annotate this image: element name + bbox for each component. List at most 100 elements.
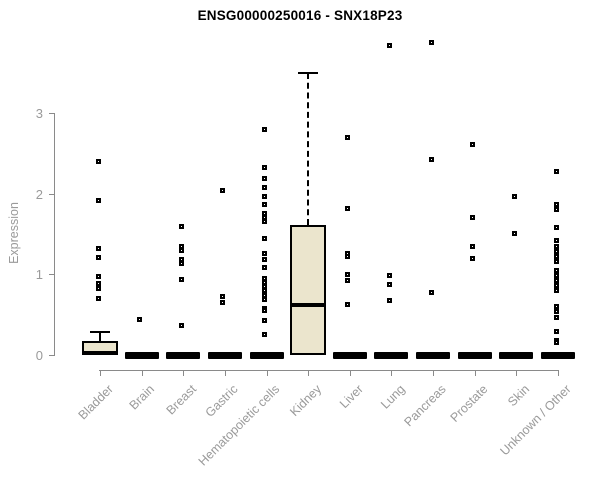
outlier-point xyxy=(386,42,392,48)
outlier-point xyxy=(386,282,392,288)
outlier-point xyxy=(95,286,101,292)
outlier-point xyxy=(553,308,559,314)
outlier-point xyxy=(95,296,101,302)
outlier-point xyxy=(553,202,559,208)
x-tick-label: Brain xyxy=(127,382,158,413)
whisker-cap xyxy=(90,331,110,334)
outlier-point xyxy=(95,158,101,164)
x-axis-tick xyxy=(433,370,435,376)
outlier-point xyxy=(262,264,268,270)
y-axis-tick xyxy=(49,193,54,195)
outlier-point xyxy=(262,308,268,314)
outlier-point xyxy=(553,254,559,260)
y-axis-line xyxy=(54,112,55,356)
outlier-point xyxy=(262,283,268,289)
x-axis-tick xyxy=(474,370,476,376)
outlier-point xyxy=(553,168,559,174)
outlier-point xyxy=(553,329,559,335)
outlier-point xyxy=(178,322,184,328)
x-axis-tick xyxy=(516,370,518,376)
outlier-point xyxy=(470,141,476,147)
outlier-point xyxy=(95,246,101,251)
x-axis-tick xyxy=(391,370,393,376)
outlier-point xyxy=(553,207,559,213)
outlier-point xyxy=(137,317,143,322)
collapsed-box xyxy=(332,351,367,359)
outlier-point xyxy=(262,175,268,181)
y-tick-label: 3 xyxy=(35,105,43,121)
x-tick-label: Skin xyxy=(505,382,533,410)
x-axis-tick xyxy=(558,370,560,376)
outlier-point xyxy=(553,267,559,273)
outlier-point xyxy=(345,302,351,308)
outlier-point xyxy=(553,314,559,320)
outlier-point xyxy=(262,287,268,293)
outlier-point xyxy=(470,214,476,220)
outlier-point xyxy=(553,283,559,289)
outlier-point xyxy=(428,157,434,163)
y-axis-tick xyxy=(49,355,54,356)
outlier-point xyxy=(511,193,517,199)
outlier-point xyxy=(262,275,268,281)
outlier-point xyxy=(553,249,559,255)
outlier-point xyxy=(511,230,517,236)
outlier-point xyxy=(553,258,559,264)
x-tick-label: Bladder xyxy=(75,382,116,423)
x-tick-label: Liver xyxy=(336,382,366,412)
x-tick-label: Hematopoietic cells xyxy=(195,382,283,469)
x-tick-label: Lung xyxy=(377,382,408,412)
outlier-point xyxy=(178,243,184,249)
outlier-point xyxy=(178,224,184,230)
outlier-point xyxy=(470,255,476,261)
median-line xyxy=(82,350,118,355)
upper-whisker xyxy=(99,332,101,342)
outlier-point xyxy=(553,287,559,293)
collapsed-box xyxy=(124,351,159,359)
x-tick-label: Breast xyxy=(163,382,200,418)
x-axis-tick xyxy=(183,370,185,376)
y-tick-label: 2 xyxy=(35,186,43,202)
outlier-point xyxy=(178,247,184,253)
outlier-point xyxy=(178,257,184,263)
outlier-point xyxy=(262,235,268,241)
box-kidney xyxy=(290,225,327,355)
outlier-point xyxy=(262,164,268,170)
outlier-point xyxy=(553,273,559,279)
collapsed-box xyxy=(249,351,284,359)
x-axis-tick xyxy=(100,370,101,376)
x-axis-tick xyxy=(141,370,143,376)
outlier-point xyxy=(262,184,268,190)
x-axis-tick xyxy=(308,370,310,376)
collapsed-box xyxy=(416,351,451,359)
x-tick-label: Kidney xyxy=(287,382,325,419)
outlier-point xyxy=(262,193,268,199)
outlier-point xyxy=(95,254,101,260)
chart-title: ENSG00000250016 - SNX18P23 xyxy=(197,8,403,23)
outlier-point xyxy=(345,134,351,140)
collapsed-box xyxy=(166,351,201,359)
y-tick-label: 1 xyxy=(35,267,43,283)
y-tick-label: 0 xyxy=(35,348,43,363)
outlier-point xyxy=(386,297,392,303)
collapsed-box xyxy=(457,351,492,359)
outlier-point xyxy=(220,187,226,193)
outlier-point xyxy=(95,274,101,280)
outlier-point xyxy=(178,277,184,283)
outlier-point xyxy=(553,237,559,243)
outlier-point xyxy=(262,250,268,256)
outlier-point xyxy=(553,243,559,249)
outlier-point xyxy=(345,254,351,260)
outlier-point xyxy=(220,294,226,300)
x-axis-tick xyxy=(349,370,351,376)
outlier-point xyxy=(262,317,268,323)
outlier-point xyxy=(220,300,226,306)
y-axis-tick xyxy=(49,274,54,276)
outlier-point xyxy=(262,210,268,216)
x-tick-label: Gastric xyxy=(202,382,241,420)
x-tick-label: Prostate xyxy=(447,382,491,425)
x-axis-tick xyxy=(266,370,268,376)
collapsed-box xyxy=(374,351,409,359)
outlier-point xyxy=(95,197,101,203)
outlier-point xyxy=(262,332,268,338)
